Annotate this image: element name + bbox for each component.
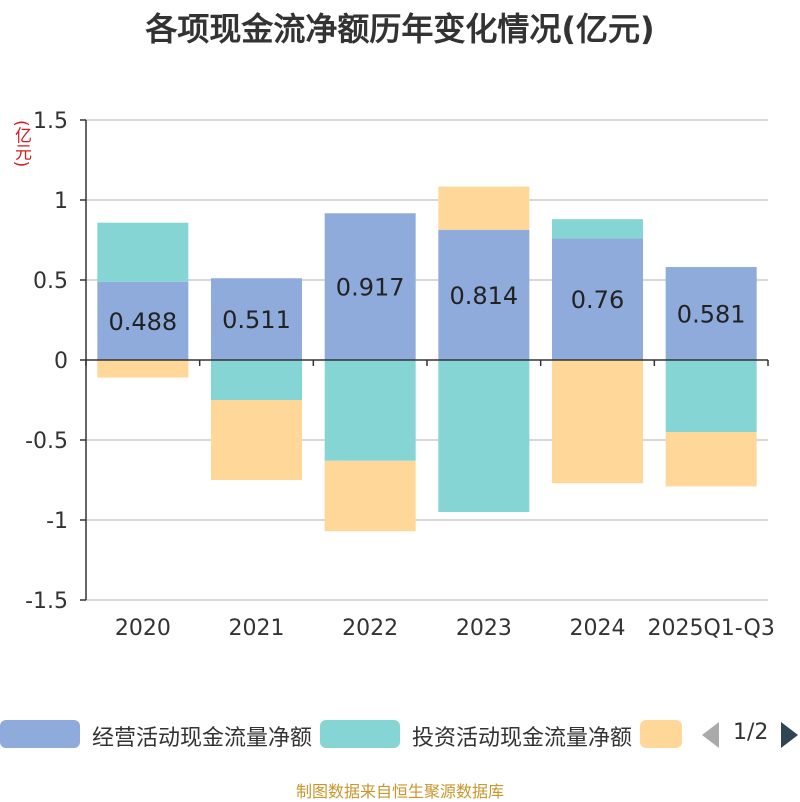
- bar-series-1-2022[interactable]: [324, 360, 416, 461]
- legend-pager: 1/2: [700, 718, 800, 752]
- x-tick-label: 2023: [456, 616, 512, 641]
- bar-series-0-2024[interactable]: [552, 238, 643, 360]
- y-tick-label: 1: [54, 189, 68, 214]
- x-tick-label: 2024: [570, 616, 626, 641]
- bar-series-0-2022[interactable]: [324, 213, 416, 360]
- chart-title: 各项现金流净额历年变化情况(亿元): [145, 10, 655, 48]
- bar-series-2-2023[interactable]: [438, 186, 530, 230]
- legend-swatch-investing: [320, 720, 400, 748]
- bar-series-2-2020[interactable]: [97, 360, 189, 378]
- x-tick-label: 2021: [229, 616, 285, 641]
- legend-prev-page-icon[interactable]: [702, 722, 719, 748]
- bar-series-0-2023[interactable]: [438, 229, 530, 360]
- legend-swatch-operating: [0, 720, 80, 748]
- y-axis-unit-label: (亿元): [11, 120, 31, 168]
- y-tick-label: 0: [54, 349, 68, 374]
- bar-series-2-2024[interactable]: [552, 360, 643, 484]
- bar-series-2-2025Q1-Q3[interactable]: [665, 432, 757, 487]
- y-tick-label: 0.5: [33, 269, 68, 294]
- bar-data-label: 0.488: [108, 308, 177, 336]
- legend-swatch-third: [640, 720, 682, 748]
- y-tick-label: 1.5: [33, 109, 68, 134]
- legend-next-page-icon[interactable]: [781, 722, 798, 748]
- bar-series-1-2021[interactable]: [211, 360, 302, 400]
- bar-data-label: 0.814: [449, 282, 518, 310]
- x-tick-label: 2025Q1-Q3: [647, 616, 774, 641]
- bar-series-1-2025Q1-Q3[interactable]: [665, 360, 757, 432]
- bar-series-0-2021[interactable]: [211, 278, 302, 360]
- bar-data-label: 0.581: [677, 301, 746, 329]
- y-tick-label: -1: [46, 509, 68, 534]
- bar-series-1-2020[interactable]: [97, 222, 189, 282]
- data-source-note: 制图数据来自恒生聚源数据库: [295, 782, 504, 801]
- bar-data-label: 0.76: [571, 286, 624, 314]
- bar-series-2-2022[interactable]: [324, 460, 416, 532]
- chart-plot-area: 1.5 1 0.5 0 -0.5 -1 -1.5 2020 2021 2022 2023 2024 20…: [25, 109, 775, 641]
- legend-label-investing: 投资活动现金流量净额: [412, 726, 633, 751]
- legend: 经营活动现金流量净额 投资活动现金流量净额 1/2: [0, 712, 800, 756]
- bar-series-2-2021[interactable]: [211, 400, 302, 480]
- y-tick-label: -0.5: [25, 429, 68, 454]
- bar-series-1-2024[interactable]: [552, 219, 643, 239]
- bar-series-1-2023[interactable]: [438, 360, 530, 512]
- legend-label-operating: 经营活动现金流量净额: [92, 726, 313, 751]
- bar-series-0-2020[interactable]: [97, 281, 189, 360]
- legend-page-indicator: 1/2: [733, 720, 769, 745]
- y-tick-label: -1.5: [25, 589, 68, 614]
- x-tick-label: 2022: [342, 616, 398, 641]
- bar-data-label: 0.511: [222, 306, 291, 334]
- x-tick-label: 2020: [115, 616, 171, 641]
- bar-data-label: 0.917: [336, 274, 405, 302]
- bar-series-0-2025Q1-Q3[interactable]: [665, 267, 757, 360]
